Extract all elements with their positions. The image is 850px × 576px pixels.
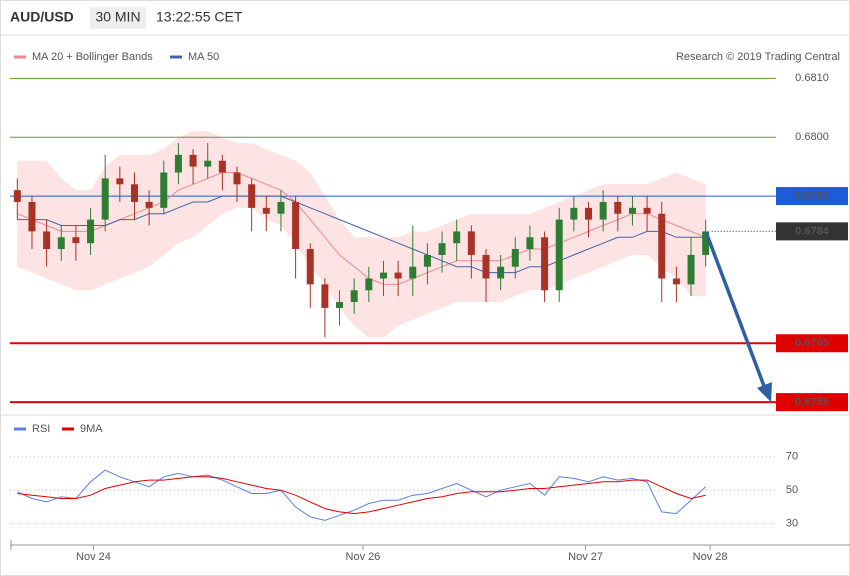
candle-body xyxy=(365,278,373,291)
candle-body xyxy=(702,231,710,255)
source: Research © 2019 Trading Central xyxy=(676,51,840,63)
level-label: 0.6765 xyxy=(795,337,829,349)
indicator-line xyxy=(17,469,707,521)
level-box xyxy=(776,334,848,353)
candle-body xyxy=(423,254,431,267)
candle-body xyxy=(321,284,329,308)
ma-line xyxy=(17,195,706,274)
candle-body xyxy=(541,237,549,291)
candle-body xyxy=(130,184,138,202)
forecast-arrow xyxy=(704,231,772,402)
level-box xyxy=(776,222,848,241)
y-tick-label: 70 xyxy=(786,451,798,463)
x-tick-label: Nov 28 xyxy=(693,551,728,563)
candle-body xyxy=(248,184,256,208)
candle-body xyxy=(658,213,666,279)
candle-body xyxy=(570,207,578,220)
candle-body xyxy=(599,201,607,220)
candle-body xyxy=(292,201,300,250)
arrow-shaft xyxy=(704,231,766,387)
price-panel: MA 20 + Bollinger Bands MA 50 0.6810 0.6800… xyxy=(10,51,848,412)
candle-body xyxy=(101,178,109,220)
level-label: 0.6755 xyxy=(795,396,829,408)
candle-body xyxy=(453,231,461,244)
candle-body xyxy=(643,207,651,214)
candle-body xyxy=(409,266,417,279)
candle-body xyxy=(438,243,446,255)
level-label: 0.6800 xyxy=(795,131,829,143)
legend-label: RSI xyxy=(32,423,50,435)
candle-body xyxy=(174,154,182,173)
level-box xyxy=(776,393,848,412)
legend-label: MA 50 xyxy=(188,51,219,63)
x-tick-label: Nov 26 xyxy=(346,551,381,563)
candle-body xyxy=(687,254,695,285)
level-label: 0.6784 xyxy=(795,225,830,237)
bollinger-band xyxy=(17,131,706,338)
arrow-head xyxy=(757,382,772,402)
candle-body xyxy=(218,160,226,173)
interval-box xyxy=(90,7,146,29)
candle-body xyxy=(233,172,241,185)
candle-body xyxy=(189,154,197,167)
candle-body xyxy=(379,272,387,279)
level-box xyxy=(776,187,848,206)
x-tick-label: Nov 27 xyxy=(568,551,603,563)
candle-body xyxy=(306,249,314,285)
indicator-line xyxy=(17,476,706,515)
candle-body xyxy=(262,207,270,214)
symbol: AUD/USD xyxy=(10,9,74,25)
candle-body xyxy=(585,207,593,220)
candle-body xyxy=(28,201,36,232)
candle-body xyxy=(467,231,475,255)
x-tick-label: Nov 24 xyxy=(76,551,111,563)
legend-label: MA 20 + Bollinger Bands xyxy=(32,51,153,63)
ma-line xyxy=(17,172,706,285)
rsi-panel: RSI 9MA 30 50 70 Nov 24 Nov 26 Nov 27 Nov 28 xyxy=(10,423,850,563)
level-label: 0.6810 xyxy=(795,72,829,84)
time: 13:22:55 CET xyxy=(156,9,243,25)
candle-body xyxy=(277,201,285,214)
candle-body xyxy=(614,201,622,214)
legend-label: 9MA xyxy=(80,423,103,435)
candle-body xyxy=(57,237,65,250)
candle-body xyxy=(160,172,168,208)
candle-body xyxy=(43,231,51,250)
candle-body xyxy=(204,160,212,167)
candle-body xyxy=(72,237,80,244)
candle-body xyxy=(672,278,680,285)
candle-body xyxy=(116,178,124,185)
candle-body xyxy=(526,237,534,250)
candle-body xyxy=(628,207,636,214)
candle-body xyxy=(497,266,505,279)
candle-body xyxy=(145,201,153,208)
candle-body xyxy=(555,219,563,291)
candle-body xyxy=(336,302,344,308)
candle-body xyxy=(87,219,95,244)
level-label: 0.6790 xyxy=(795,190,829,202)
candle-body xyxy=(482,254,490,279)
candle-body xyxy=(394,272,402,279)
y-tick-label: 50 xyxy=(786,484,798,496)
candle-body xyxy=(13,190,21,202)
candle-body xyxy=(511,249,519,267)
interval: 30 MIN xyxy=(95,9,140,25)
candle-body xyxy=(350,290,358,303)
y-tick-label: 30 xyxy=(786,518,798,530)
